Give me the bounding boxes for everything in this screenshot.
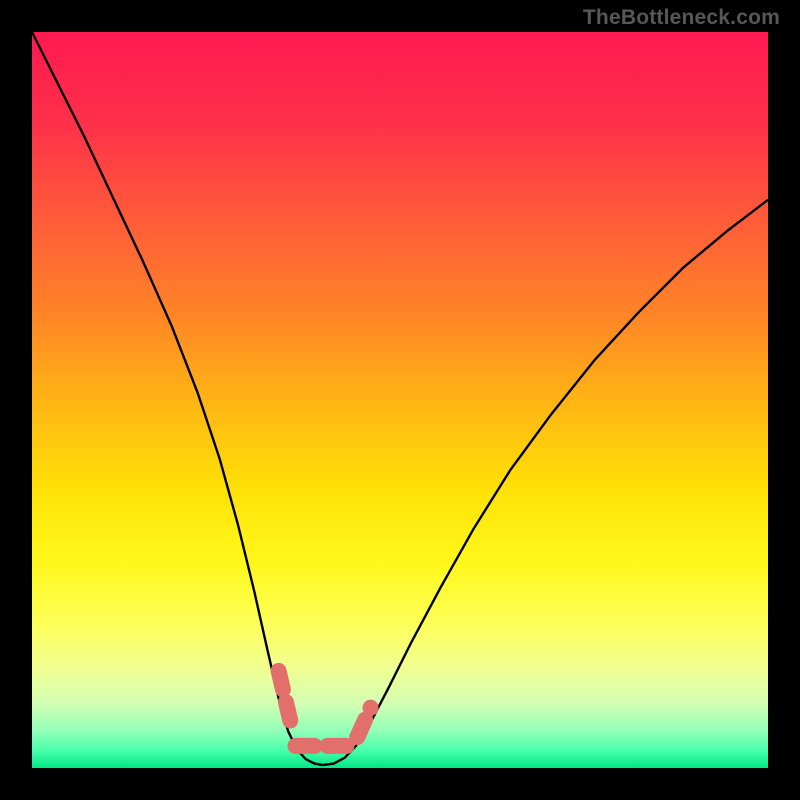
- watermark-text: TheBottleneck.com: [583, 6, 780, 30]
- curve-layer: [32, 32, 768, 768]
- chart-frame: TheBottleneck.com: [0, 0, 800, 800]
- overlay-mark: [279, 671, 292, 724]
- curve-right-branch: [323, 200, 768, 765]
- overlay-marks: [279, 671, 371, 746]
- overlay-mark: [357, 708, 370, 737]
- plot-area: [32, 32, 768, 768]
- curve-left-branch: [32, 32, 323, 765]
